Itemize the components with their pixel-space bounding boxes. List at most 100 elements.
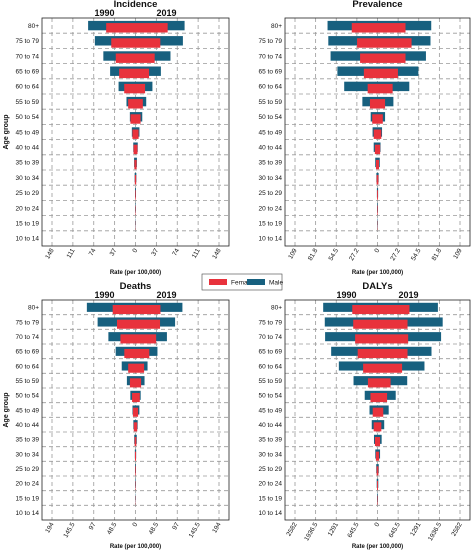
y-tick-label: 10 to 14	[259, 510, 283, 517]
x-tick-label: 0	[373, 521, 381, 528]
y-tick-label: 10 to 14	[259, 236, 283, 243]
x-tick-label: 194	[44, 521, 56, 534]
y-tick-label: 25 to 29	[16, 190, 40, 197]
bar-female-1990	[106, 23, 136, 33]
bar-female-1990	[372, 114, 378, 124]
y-axis-label: Age group	[3, 393, 10, 428]
bar-female-2019	[377, 378, 391, 388]
y-tick-label: 30 to 34	[259, 175, 283, 182]
y-tick-label: 60 to 64	[16, 363, 40, 370]
y-axis-label: Age group	[3, 115, 10, 150]
bar-female-2019	[135, 114, 141, 124]
y-tick-label: 40 to 44	[259, 422, 283, 429]
y-tick-label: 30 to 34	[16, 451, 40, 458]
bar-female-2019	[377, 348, 408, 359]
bar-female-2019	[377, 363, 403, 373]
x-tick-label: 2582	[450, 521, 463, 537]
bar-male-2019	[377, 317, 443, 327]
x-tick-label: 145.5	[188, 521, 202, 539]
bar-female-1990	[134, 175, 136, 185]
y-tick-label: 80+	[28, 23, 39, 30]
x-axis-label: Rate (per 100,000)	[110, 544, 161, 550]
legend-box	[201, 273, 283, 291]
y-tick-label: 15 to 19	[16, 221, 40, 228]
x-tick-label: 1291	[327, 521, 340, 537]
bar-female-2019	[135, 23, 168, 33]
bar-male-1990	[325, 332, 378, 342]
bar-female-2019	[377, 392, 388, 403]
x-tick-label: 37	[109, 247, 119, 257]
panel-dalys: DALYs 1990 2019 10 to 14 15 to 19 20 to 24 25 …	[259, 281, 471, 550]
year-label-1990: 1990	[336, 290, 356, 300]
plot-frame	[41, 299, 230, 521]
bar-male-2019	[377, 81, 410, 92]
bar-female-2019	[135, 436, 137, 447]
y-tick-label: 60 to 64	[259, 84, 283, 91]
x-tick-label: 81.8	[431, 247, 444, 262]
bar-female-1990	[111, 38, 136, 48]
bar-female-1990	[134, 451, 136, 461]
year-label-2019: 2019	[398, 290, 418, 300]
y-tick-label: 55 to 59	[16, 378, 40, 385]
bar-female-1990	[116, 319, 136, 329]
y-tick-label: 15 to 19	[259, 495, 283, 502]
x-tick-label: 645.5	[346, 521, 360, 539]
x-tick-label: 109	[452, 247, 464, 260]
x-tick-label: 0	[131, 247, 139, 254]
y-tick-label: 75 to 79	[16, 38, 40, 45]
y-tick-label: 45 to 49	[259, 129, 283, 136]
bar-female-1990	[370, 392, 378, 403]
bar-female-2019	[135, 83, 146, 94]
bar-female-2019	[377, 304, 410, 315]
y-tick-label: 65 to 69	[259, 69, 283, 76]
y-tick-label: 10 to 14	[16, 236, 40, 243]
bar-male-1990	[337, 66, 378, 76]
x-tick-label: 1291	[409, 521, 422, 537]
y-tick-label: 45 to 49	[259, 407, 283, 414]
bar-female-2019	[135, 451, 137, 461]
bar-female-2019	[135, 159, 137, 170]
bar-female-1990	[367, 378, 378, 388]
bar-female-2019	[135, 319, 161, 329]
bar-female-1990	[132, 129, 136, 139]
bar-female-1990	[128, 99, 136, 109]
y-tick-label: 55 to 59	[259, 378, 283, 385]
x-tick-label: 148	[211, 247, 223, 260]
x-tick-label: 37	[150, 247, 160, 257]
bar-male-1990	[328, 36, 378, 46]
bar-female-2019	[377, 99, 386, 109]
bar-female-2019	[377, 38, 412, 48]
plot-frame	[41, 17, 230, 247]
y-tick-label: 55 to 59	[16, 99, 40, 106]
bar-male-2019	[377, 96, 394, 107]
y-tick-label: 40 to 44	[16, 422, 40, 429]
bar-female-1990	[134, 159, 136, 170]
x-tick-label: 109	[287, 247, 299, 260]
bar-male-2019	[377, 376, 408, 386]
bar-female-2019	[377, 334, 409, 344]
bar-female-2019	[377, 129, 382, 139]
y-tick-label: 35 to 39	[259, 437, 283, 444]
x-tick-label: 81.8	[307, 247, 320, 262]
legend-swatch-female	[209, 279, 227, 285]
x-tick-label: 48.5	[106, 521, 119, 536]
x-tick-label: 74	[88, 247, 98, 257]
bar-female-1990	[367, 83, 378, 94]
bar-female-2019	[135, 38, 161, 48]
y-tick-label: 10 to 14	[16, 510, 40, 517]
bar-female-2019	[135, 68, 150, 79]
bar-female-1990	[376, 175, 378, 185]
year-label-1990: 1990	[94, 290, 114, 300]
y-tick-label: 20 to 24	[16, 205, 40, 212]
bar-female-1990	[355, 334, 378, 344]
x-axis-label: Rate (per 100,000)	[110, 270, 161, 276]
y-tick-label: 20 to 24	[16, 481, 40, 488]
panel-title: Incidence	[114, 0, 158, 10]
bar-female-2019	[135, 348, 150, 359]
bar-male-1990	[330, 51, 378, 61]
bar-female-2019	[377, 83, 393, 94]
y-tick-label: 55 to 59	[259, 99, 283, 106]
bar-male-2019	[377, 332, 442, 342]
bar-female-2019	[135, 99, 143, 109]
